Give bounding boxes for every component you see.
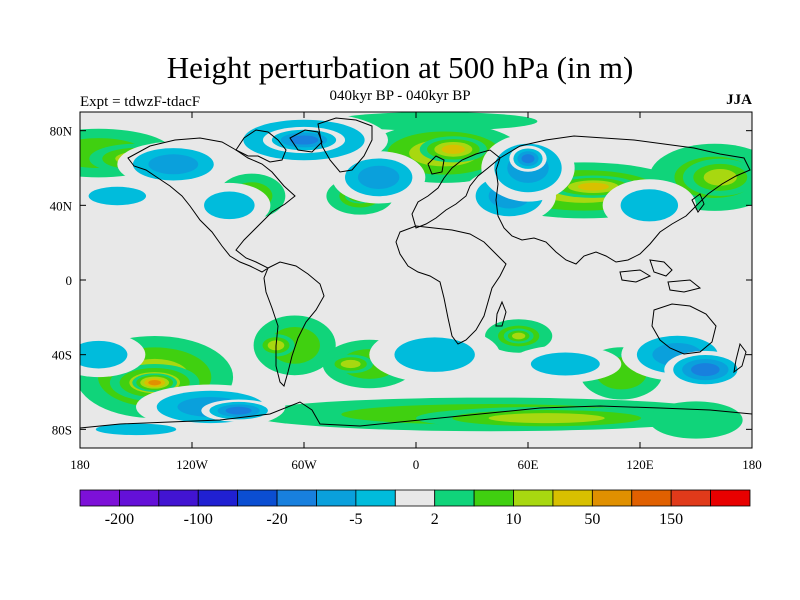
negative-anomaly-10-level-7	[80, 340, 128, 369]
colorbar: -200 -100 -20 -5 2 10 50 150	[79, 489, 751, 528]
colorbar-swatch-10	[473, 489, 514, 507]
positive-anomaly-14-level-13	[148, 380, 162, 386]
negative-anomaly-12-level-5	[225, 406, 252, 415]
colorbar-swatch-13	[591, 489, 633, 507]
colorbar-swatch-4	[237, 489, 278, 507]
positive-anomaly-1-level-12	[441, 144, 466, 154]
x-tick-label-2: 60W	[291, 457, 317, 472]
colorbar-swatch-6	[316, 489, 357, 507]
colorbar-swatch-0	[79, 489, 120, 507]
positive-anomaly-20-level-11	[512, 332, 526, 340]
x-tick-label-1: 120W	[176, 457, 209, 472]
experiment-label: Expt = tdwzF-tdacF	[80, 94, 201, 110]
negative-anomaly-8-level-7	[88, 186, 147, 206]
x-tick-label-0: 180	[70, 457, 90, 472]
positive-anomaly-22-level-11	[488, 413, 605, 424]
colorbar-swatch-14	[631, 489, 672, 507]
colorbar-label-5: 10	[506, 511, 522, 528]
colorbar-swatch-2	[158, 489, 199, 507]
colorbar-swatch-3	[197, 489, 239, 507]
colorbar-label-2: -20	[266, 511, 287, 528]
negative-anomaly-2-level-5	[289, 135, 319, 145]
colorbar-label-7: 150	[659, 511, 683, 528]
negative-anomaly-3-level-6	[357, 165, 400, 189]
x-tick-label-6: 180	[742, 457, 762, 472]
coastlines	[80, 117, 752, 429]
y-axis-ticks: 80N 40N 0 40S 80S	[50, 124, 752, 437]
colorbar-label-0: -200	[105, 511, 134, 528]
colorbar-swatch-15	[670, 489, 711, 507]
colorbar-swatch-8	[394, 489, 436, 507]
positive-anomaly-11-level-9	[332, 112, 538, 131]
anomaly-contours	[80, 112, 752, 439]
negative-anomaly-0-level-6	[148, 154, 199, 175]
negative-anomaly-17-level-7	[95, 423, 177, 436]
map-title: Height perturbation at 500 hPa (in m)	[166, 50, 634, 85]
x-axis-ticks: 180 120W 60W 0 60E 120E 180	[70, 112, 762, 472]
negative-anomaly-6-level-5	[521, 154, 535, 164]
colorbar-label-3: -5	[349, 511, 362, 528]
positive-anomaly-18-level-11	[340, 359, 361, 369]
colorbar-swatch-11	[513, 489, 554, 507]
colorbar-swatch-1	[119, 489, 160, 507]
colorbar-label-4: 2	[431, 511, 439, 528]
negative-anomaly-7-level-7	[620, 189, 679, 222]
y-tick-label-0: 80N	[50, 124, 73, 139]
x-tick-label-4: 60E	[518, 457, 539, 472]
positive-anomaly-5-level-11	[703, 169, 737, 186]
y-tick-label-4: 80S	[52, 422, 72, 437]
negative-anomaly-9-level-7	[204, 191, 255, 220]
negative-anomaly-13-level-7	[394, 337, 475, 372]
colorbar-swatch-7	[355, 489, 396, 507]
colorbar-swatch-9	[434, 489, 475, 507]
colorbar-swatch-16	[710, 489, 751, 507]
positive-anomaly-3-level-12	[577, 182, 609, 191]
negative-anomaly-16-level-7	[530, 352, 600, 376]
colorbar-swatch-5	[276, 489, 317, 507]
colorbar-label-1: -100	[184, 511, 213, 528]
x-tick-label-5: 120E	[626, 457, 654, 472]
y-tick-label-2: 0	[66, 273, 73, 288]
season-label: JJA	[726, 92, 752, 108]
y-tick-label-1: 40N	[50, 198, 73, 213]
map-subtitle: 040kyr BP - 040kyr BP	[329, 88, 471, 104]
colorbar-swatch-12	[552, 489, 593, 507]
colorbar-label-6: 50	[584, 511, 600, 528]
y-tick-label-3: 40S	[52, 348, 72, 363]
x-tick-label-3: 0	[413, 457, 420, 472]
negative-anomaly-15-level-5	[691, 363, 720, 377]
positive-anomaly-24-level-9	[649, 401, 743, 439]
